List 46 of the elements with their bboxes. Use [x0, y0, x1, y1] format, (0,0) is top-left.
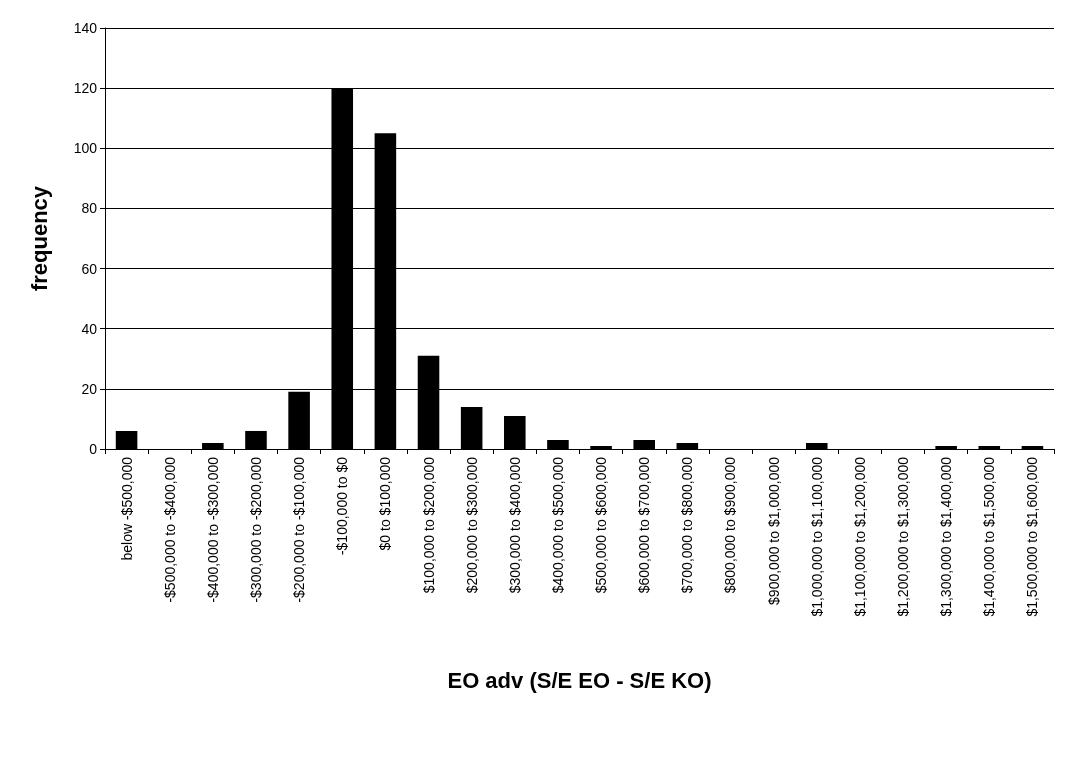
y-axis-title: frequency [26, 185, 52, 292]
y-tick-label: 120 [73, 80, 98, 97]
x-tick-label: -$400,000 to -$300,000 [204, 456, 221, 603]
x-tick-label: $0 to $100,000 [377, 456, 394, 551]
x-tick-label: $300,000 to $400,000 [506, 456, 523, 594]
x-tick-label: -$300,000 to -$200,000 [247, 456, 264, 603]
x-tick-label: $700,000 to $800,000 [679, 456, 696, 594]
y-tick-label: 60 [81, 260, 98, 277]
x-tick-label: $100,000 to $200,000 [420, 456, 437, 594]
x-axis-title: EO adv (S/E EO - S/E KO) [447, 667, 712, 693]
bar [460, 406, 483, 449]
x-tick-label: $1,500,000 to $1,600,000 [1024, 456, 1041, 617]
x-tick-label: $1,000,000 to $1,100,000 [808, 456, 825, 617]
bar [202, 442, 224, 449]
bar [288, 391, 310, 449]
y-tick-label: 100 [73, 140, 98, 157]
x-tick-label: $1,300,000 to $1,400,000 [938, 456, 955, 617]
bar [590, 445, 612, 449]
x-tick-label: $500,000 to $600,000 [593, 456, 610, 594]
bar [935, 445, 957, 449]
bar [676, 442, 699, 449]
x-tick-label: $400,000 to $500,000 [549, 456, 566, 594]
x-tick-label: $800,000 to $900,000 [722, 456, 739, 594]
x-tick-label: $1,200,000 to $1,300,000 [895, 456, 912, 617]
bar [504, 415, 526, 449]
y-tick-label: 20 [81, 380, 98, 397]
x-tick-label: -$200,000 to -$100,000 [291, 456, 308, 603]
bar [633, 439, 655, 449]
bar [115, 430, 138, 449]
y-tick-label: 80 [81, 200, 98, 217]
x-tick-label: $200,000 to $300,000 [463, 456, 480, 594]
bar [805, 442, 828, 449]
bar [1021, 445, 1044, 449]
bar [978, 445, 1001, 449]
x-tick-label: $1,400,000 to $1,500,000 [981, 456, 998, 617]
y-tick-label: 140 [73, 20, 98, 36]
x-tick-label: -$100,000 to $0 [334, 456, 351, 556]
x-tick-label: $600,000 to $700,000 [636, 456, 653, 594]
y-tick-label: 40 [81, 320, 98, 337]
x-tick-label: $900,000 to $1,000,000 [765, 456, 782, 605]
y-tick-label: 0 [89, 441, 98, 457]
x-tick-label: below -$500,000 [118, 456, 135, 561]
bar [245, 430, 267, 449]
x-tick-label: -$500,000 to -$400,000 [161, 456, 178, 603]
bar [547, 439, 569, 449]
x-tick-label: $1,100,000 to $1,200,000 [851, 456, 868, 617]
